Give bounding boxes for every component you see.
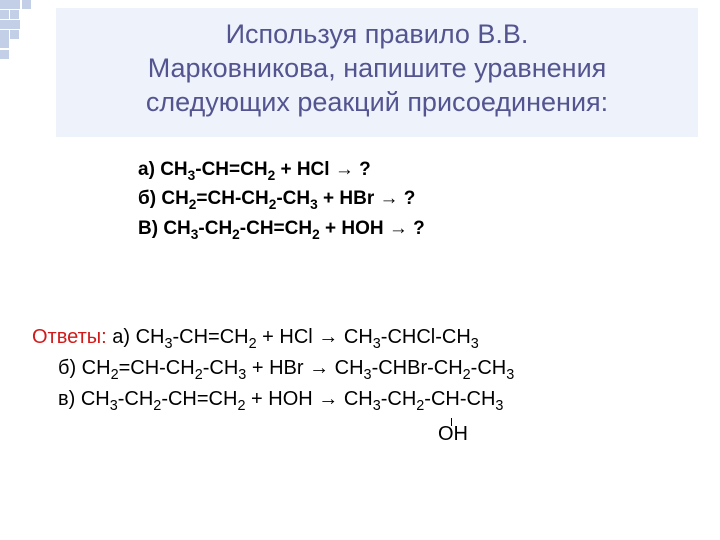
deco-square bbox=[0, 30, 9, 48]
deco-square bbox=[10, 30, 19, 39]
answer-b-label: б) bbox=[58, 357, 82, 379]
answer-c-label: в) bbox=[58, 388, 81, 410]
answer-b-lhs: СН2=СН-СН2-СН3 + HBr bbox=[82, 357, 304, 379]
answers-label: Ответы: bbox=[32, 326, 107, 348]
answer-a: Ответы: а) СН3-СН=СН2 + НСl → СН3-СНСl-С… bbox=[32, 322, 700, 353]
problem-c-rhs: ? bbox=[413, 218, 425, 239]
answer-c-lhs: СН3-СН2-СН=СН2 + НОН bbox=[81, 388, 313, 410]
title-line-2: Марковникова, напишите уравнения bbox=[68, 52, 686, 86]
problem-c-lhs: СН3-CН2-СН=СН2 + НОН bbox=[163, 218, 383, 239]
arrow-icon: → bbox=[374, 188, 404, 209]
answer-c: в) СН3-СН2-СН=СН2 + НОН → СН3-СН2-СН-СН3 bbox=[32, 384, 700, 415]
arrow-icon: → bbox=[330, 159, 360, 180]
problem-a-label: a) bbox=[138, 159, 160, 180]
problem-c-label: В) bbox=[138, 218, 163, 239]
problem-c: В) СН3-CН2-СН=СН2 + НОН → ? bbox=[138, 214, 425, 243]
deco-square bbox=[22, 0, 31, 9]
answer-a-label: а) bbox=[107, 326, 136, 348]
problem-b-rhs: ? bbox=[404, 188, 416, 209]
answer-b: б) СН2=СН-СН2-СН3 + HBr → СН3-СНBr-СН2-С… bbox=[32, 353, 700, 384]
deco-square bbox=[10, 10, 19, 19]
slide-title: Используя правило В.В. Марковникова, нап… bbox=[56, 8, 698, 137]
arrow-icon: → bbox=[304, 357, 335, 379]
problem-list: a) СН3-СН=СН2 + НСl → ? б) СН2=СН-СН2-СН… bbox=[138, 155, 425, 243]
answer-c-rhs: СН3-СН2-СН-СН3 bbox=[344, 388, 504, 410]
arrow-icon: → bbox=[313, 326, 344, 348]
arrow-icon: → bbox=[313, 388, 344, 410]
title-line-3: следующих реакций присоединения: bbox=[68, 86, 686, 120]
arrow-icon: → bbox=[384, 218, 414, 239]
deco-square bbox=[0, 20, 20, 29]
problem-a: a) СН3-СН=СН2 + НСl → ? bbox=[138, 155, 425, 184]
deco-square bbox=[0, 0, 20, 9]
problem-b-lhs: СН2=СН-СН2-СН3 + HBr bbox=[161, 188, 374, 209]
corner-decoration bbox=[0, 0, 32, 72]
deco-square bbox=[0, 50, 9, 59]
deco-square bbox=[0, 10, 9, 19]
answer-a-lhs: СН3-СН=СН2 + НСl bbox=[136, 326, 313, 348]
problem-a-lhs: СН3-СН=СН2 + НСl bbox=[160, 159, 329, 180]
problem-a-rhs: ? bbox=[359, 159, 371, 180]
title-line-1: Используя правило В.В. bbox=[68, 18, 686, 52]
problem-b-label: б) bbox=[138, 188, 161, 209]
problem-b: б) СН2=СН-СН2-СН3 + HBr → ? bbox=[138, 184, 425, 213]
answer-b-rhs: СН3-СНBr-СН2-СН3 bbox=[335, 357, 515, 379]
answer-c-oh: ОН bbox=[438, 424, 468, 444]
answers-block: Ответы: а) СН3-СН=СН2 + НСl → СН3-СНСl-С… bbox=[32, 322, 700, 415]
answer-a-rhs: СН3-СНСl-СН3 bbox=[344, 326, 479, 348]
